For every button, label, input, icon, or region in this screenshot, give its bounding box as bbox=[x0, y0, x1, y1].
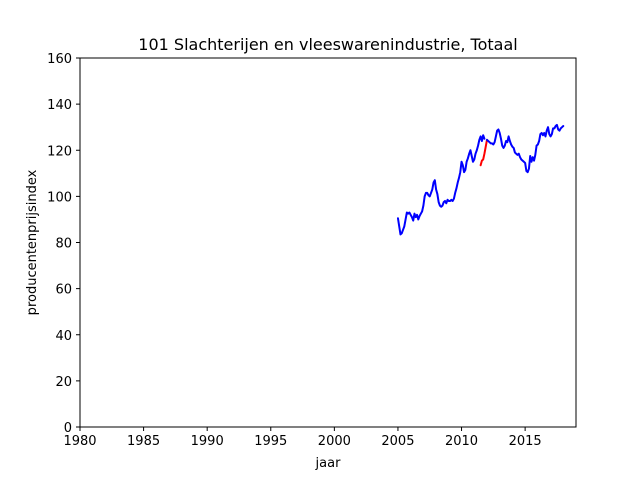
x-tick-label: 1990 bbox=[191, 434, 224, 449]
x-axis-title: jaar bbox=[315, 456, 342, 471]
y-tick-label: 0 bbox=[64, 421, 72, 436]
y-tick-label: 40 bbox=[55, 329, 72, 344]
chart-title: 101 Slachterijen en vleeswarenindustrie,… bbox=[138, 35, 517, 54]
series-line-1 bbox=[396, 134, 486, 236]
x-tick-label: 2015 bbox=[509, 434, 542, 449]
y-tick-label: 160 bbox=[47, 52, 72, 67]
x-tick-label: 1985 bbox=[127, 434, 160, 449]
x-tick-label: 1980 bbox=[63, 434, 96, 449]
x-tick-label: 1995 bbox=[254, 434, 287, 449]
series-layer bbox=[396, 123, 565, 236]
y-tick-label: 140 bbox=[47, 98, 72, 113]
plot-frame bbox=[79, 57, 577, 428]
x-tick-label: 2005 bbox=[381, 434, 414, 449]
y-tick-label: 20 bbox=[55, 375, 72, 390]
y-axis-title: producentenprijsindex bbox=[25, 169, 40, 315]
y-axis-ticks: 0 20 40 60 80 100 120 140 160 bbox=[47, 52, 80, 436]
x-axis-ticks: 1980 1985 1990 1995 2000 2005 2010 2015 bbox=[63, 427, 542, 449]
y-tick-label: 100 bbox=[47, 190, 72, 205]
series-line-2 bbox=[479, 138, 488, 167]
y-tick-label: 120 bbox=[47, 144, 72, 159]
x-tick-label: 2010 bbox=[445, 434, 478, 449]
y-tick-label: 80 bbox=[55, 237, 72, 252]
series-line-3 bbox=[485, 123, 565, 174]
y-tick-label: 60 bbox=[55, 283, 72, 298]
x-tick-label: 2000 bbox=[318, 434, 351, 449]
